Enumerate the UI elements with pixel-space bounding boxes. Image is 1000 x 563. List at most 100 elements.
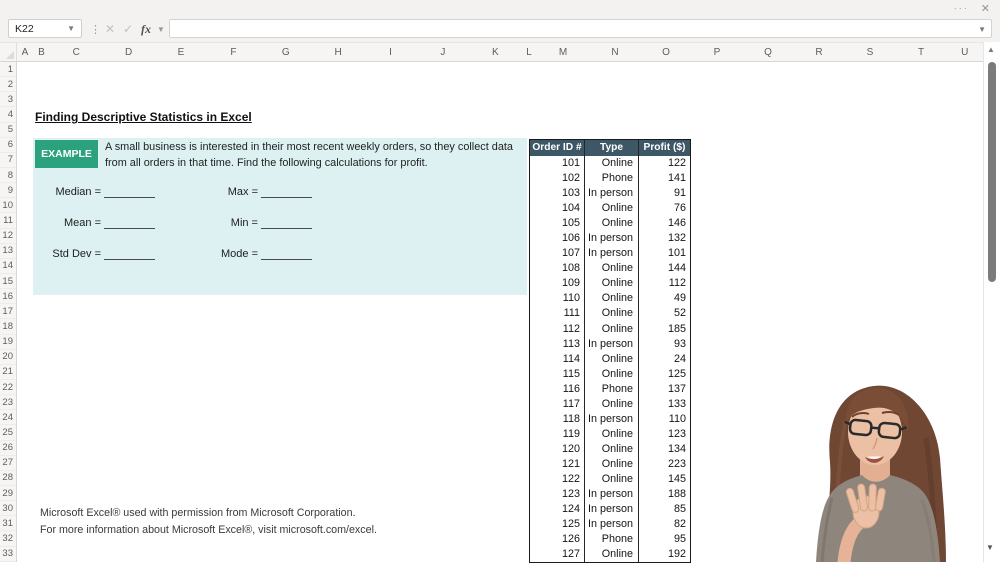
close-icon[interactable]: ✕ <box>980 2 990 15</box>
order-profit-cell[interactable]: 133 <box>667 397 686 410</box>
row-header[interactable]: 30 <box>0 501 16 517</box>
stat-answer-blank[interactable] <box>261 215 312 229</box>
order-type-cell[interactable]: In person <box>584 230 639 246</box>
order-id-cell[interactable]: 108 <box>561 262 580 275</box>
order-type-cell[interactable]: In person <box>584 516 639 532</box>
order-type-cell[interactable]: Online <box>584 305 639 322</box>
column-header[interactable]: H <box>334 46 342 58</box>
column-header[interactable]: T <box>917 46 925 58</box>
order-profit-cell[interactable]: 24 <box>673 352 686 365</box>
order-id-cell[interactable]: 115 <box>562 367 580 380</box>
scroll-down-icon[interactable]: ▼ <box>986 543 994 552</box>
row-header[interactable]: 7 <box>0 153 16 168</box>
order-type-cell[interactable]: Online <box>584 471 639 487</box>
row-header[interactable]: 22 <box>0 380 16 396</box>
order-profit-cell[interactable]: 76 <box>673 202 686 215</box>
row-header[interactable]: 10 <box>0 198 16 214</box>
order-id-cell[interactable]: 114 <box>562 352 580 365</box>
order-profit-cell[interactable]: 137 <box>667 382 686 395</box>
row-header[interactable]: 26 <box>0 441 16 456</box>
order-type-cell[interactable]: In person <box>584 185 639 201</box>
row-header[interactable]: 5 <box>0 123 16 138</box>
more-options-icon[interactable]: ··· <box>953 3 969 13</box>
vertical-scrollbar-thumb[interactable] <box>988 62 996 282</box>
column-header[interactable]: G <box>281 46 290 58</box>
order-profit-cell[interactable]: 223 <box>667 457 686 470</box>
order-id-cell[interactable]: 126 <box>561 533 580 546</box>
stat-answer-blank[interactable] <box>104 184 155 198</box>
stat-answer-blank[interactable] <box>104 215 155 229</box>
row-header[interactable]: 29 <box>0 486 16 502</box>
order-profit-cell[interactable]: 123 <box>667 427 686 440</box>
column-header[interactable]: N <box>611 46 619 58</box>
drag-handle-icon[interactable]: ⋮ <box>90 23 101 36</box>
fx-chevron-icon[interactable]: ▼ <box>157 24 165 34</box>
row-header[interactable]: 16 <box>0 289 16 305</box>
order-type-cell[interactable]: Online <box>584 456 639 472</box>
order-type-cell[interactable]: Phone <box>584 381 639 397</box>
order-profit-cell[interactable]: 132 <box>667 232 686 245</box>
order-profit-cell[interactable]: 192 <box>667 548 686 561</box>
column-header[interactable]: K <box>491 46 499 58</box>
order-id-cell[interactable]: 124 <box>561 503 580 516</box>
row-header[interactable]: 24 <box>0 410 16 426</box>
row-header[interactable]: 27 <box>0 456 16 471</box>
order-profit-cell[interactable]: 146 <box>667 217 686 230</box>
row-header[interactable]: 2 <box>0 77 16 93</box>
order-id-cell[interactable]: 106 <box>561 232 580 245</box>
order-id-cell[interactable]: 107 <box>561 247 580 260</box>
row-header[interactable]: 17 <box>0 304 16 320</box>
row-header[interactable]: 1 <box>0 62 16 78</box>
order-type-cell[interactable]: In person <box>584 501 639 517</box>
column-header[interactable]: R <box>815 46 823 58</box>
order-type-cell[interactable]: In person <box>584 486 639 502</box>
scroll-up-icon[interactable]: ▲ <box>987 45 995 54</box>
order-profit-cell[interactable]: 188 <box>667 488 686 501</box>
row-header[interactable]: 9 <box>0 183 16 199</box>
order-id-cell[interactable]: 103 <box>561 187 580 200</box>
orders-table-header-cell[interactable]: Order ID # <box>532 142 582 154</box>
column-header[interactable]: C <box>72 46 80 58</box>
row-header[interactable]: 11 <box>0 213 16 229</box>
order-id-cell[interactable]: 127 <box>561 548 580 561</box>
order-profit-cell[interactable]: 110 <box>668 412 686 425</box>
orders-table-header-cell[interactable]: Type <box>584 140 639 156</box>
order-id-cell[interactable]: 118 <box>562 412 580 425</box>
order-id-cell[interactable]: 101 <box>561 157 580 170</box>
order-id-cell[interactable]: 116 <box>562 382 580 395</box>
formula-input[interactable] <box>169 19 992 38</box>
column-header[interactable]: A <box>21 46 29 58</box>
order-type-cell[interactable]: In person <box>584 411 639 427</box>
order-type-cell[interactable]: Online <box>584 321 639 337</box>
order-type-cell[interactable]: Online <box>584 155 639 171</box>
order-type-cell[interactable]: Online <box>584 200 639 216</box>
order-type-cell[interactable]: Online <box>584 426 639 442</box>
column-header[interactable]: Q <box>764 46 772 58</box>
column-header[interactable]: E <box>177 46 185 58</box>
order-type-cell[interactable]: In person <box>584 336 639 352</box>
stat-answer-blank[interactable] <box>261 246 312 260</box>
order-type-cell[interactable]: Phone <box>584 531 639 547</box>
row-header[interactable]: 15 <box>0 274 16 290</box>
order-id-cell[interactable]: 125 <box>561 518 580 531</box>
stat-answer-blank[interactable] <box>104 246 155 260</box>
column-header[interactable]: F <box>230 46 237 58</box>
order-id-cell[interactable]: 112 <box>562 322 580 335</box>
order-profit-cell[interactable]: 125 <box>667 367 686 380</box>
order-profit-cell[interactable]: 82 <box>673 518 686 531</box>
order-type-cell[interactable]: Online <box>584 275 639 291</box>
order-id-cell[interactable]: 121 <box>561 457 580 470</box>
row-header[interactable]: 18 <box>0 319 16 335</box>
row-header[interactable]: 23 <box>0 395 16 411</box>
row-header[interactable]: 13 <box>0 244 16 259</box>
order-id-cell[interactable]: 119 <box>562 427 580 440</box>
orders-table-header-cell[interactable]: Profit ($) <box>643 142 686 154</box>
row-header[interactable]: 3 <box>0 92 16 108</box>
cancel-entry-icon[interactable]: ✕ <box>105 22 116 36</box>
row-header[interactable]: 4 <box>0 107 16 123</box>
row-header[interactable]: 25 <box>0 425 16 441</box>
order-type-cell[interactable]: Phone <box>584 170 639 186</box>
row-header[interactable]: 6 <box>0 138 16 153</box>
row-header[interactable]: 12 <box>0 229 16 244</box>
order-profit-cell[interactable]: 134 <box>667 442 686 455</box>
